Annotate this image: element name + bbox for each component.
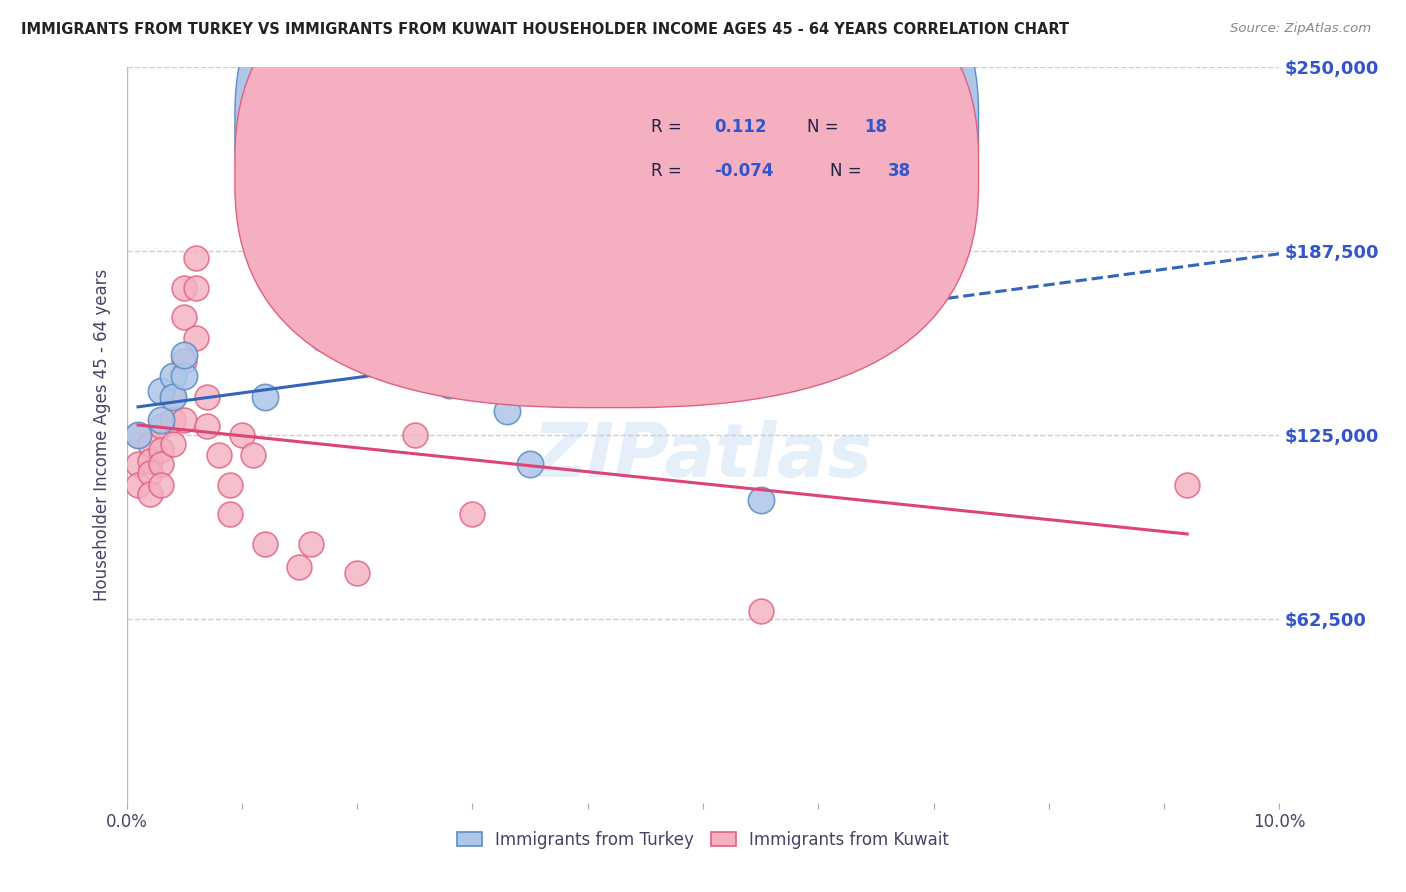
- FancyBboxPatch shape: [560, 93, 893, 207]
- Point: [173, 354, 195, 368]
- Point: [150, 457, 173, 471]
- Point: [127, 457, 149, 471]
- Point: [253, 537, 276, 551]
- Text: 18: 18: [865, 119, 887, 136]
- Point: [461, 508, 484, 522]
- Text: N =: N =: [807, 119, 838, 136]
- Text: R =: R =: [651, 162, 682, 180]
- Point: [127, 478, 149, 492]
- Y-axis label: Householder Income Ages 45 - 64 years: Householder Income Ages 45 - 64 years: [93, 268, 111, 601]
- Point: [195, 419, 218, 434]
- Point: [219, 478, 242, 492]
- Point: [368, 207, 391, 221]
- Point: [496, 404, 519, 418]
- Point: [173, 310, 195, 325]
- Point: [162, 413, 184, 427]
- Point: [311, 331, 333, 345]
- Point: [138, 487, 160, 501]
- Text: 38: 38: [887, 162, 911, 180]
- Legend: Immigrants from Turkey, Immigrants from Kuwait: Immigrants from Turkey, Immigrants from …: [449, 822, 957, 857]
- Point: [887, 112, 910, 127]
- FancyBboxPatch shape: [235, 0, 979, 408]
- Point: [299, 537, 322, 551]
- Point: [599, 318, 621, 333]
- Point: [404, 427, 426, 442]
- Point: [195, 390, 218, 404]
- Point: [439, 377, 461, 392]
- Point: [519, 457, 541, 471]
- Point: [173, 348, 195, 362]
- Point: [138, 466, 160, 480]
- Point: [1175, 478, 1198, 492]
- Point: [576, 384, 599, 398]
- Point: [162, 369, 184, 384]
- Point: [253, 390, 276, 404]
- Text: ZIPatlas: ZIPatlas: [533, 420, 873, 493]
- FancyBboxPatch shape: [235, 0, 979, 363]
- Point: [288, 560, 311, 574]
- Point: [242, 449, 264, 463]
- Text: N =: N =: [830, 162, 862, 180]
- Point: [150, 419, 173, 434]
- Point: [127, 427, 149, 442]
- Point: [138, 436, 160, 450]
- Point: [150, 478, 173, 492]
- Point: [346, 566, 368, 581]
- Point: [162, 390, 184, 404]
- Text: -0.074: -0.074: [714, 162, 775, 180]
- Point: [162, 436, 184, 450]
- Point: [496, 363, 519, 377]
- Point: [208, 449, 231, 463]
- Point: [173, 369, 195, 384]
- Point: [404, 318, 426, 333]
- Point: [150, 442, 173, 457]
- Point: [138, 454, 160, 468]
- Text: R =: R =: [651, 119, 682, 136]
- Point: [184, 331, 207, 345]
- Point: [184, 281, 207, 295]
- Point: [231, 427, 253, 442]
- Point: [150, 384, 173, 398]
- Point: [150, 413, 173, 427]
- Point: [749, 605, 772, 619]
- Point: [184, 252, 207, 266]
- Point: [173, 413, 195, 427]
- Text: 0.112: 0.112: [714, 119, 768, 136]
- Point: [127, 427, 149, 442]
- Text: Source: ZipAtlas.com: Source: ZipAtlas.com: [1230, 22, 1371, 36]
- Text: IMMIGRANTS FROM TURKEY VS IMMIGRANTS FROM KUWAIT HOUSEHOLDER INCOME AGES 45 - 64: IMMIGRANTS FROM TURKEY VS IMMIGRANTS FRO…: [21, 22, 1069, 37]
- Point: [173, 281, 195, 295]
- Point: [749, 492, 772, 507]
- Point: [219, 508, 242, 522]
- Point: [727, 301, 749, 316]
- Point: [162, 390, 184, 404]
